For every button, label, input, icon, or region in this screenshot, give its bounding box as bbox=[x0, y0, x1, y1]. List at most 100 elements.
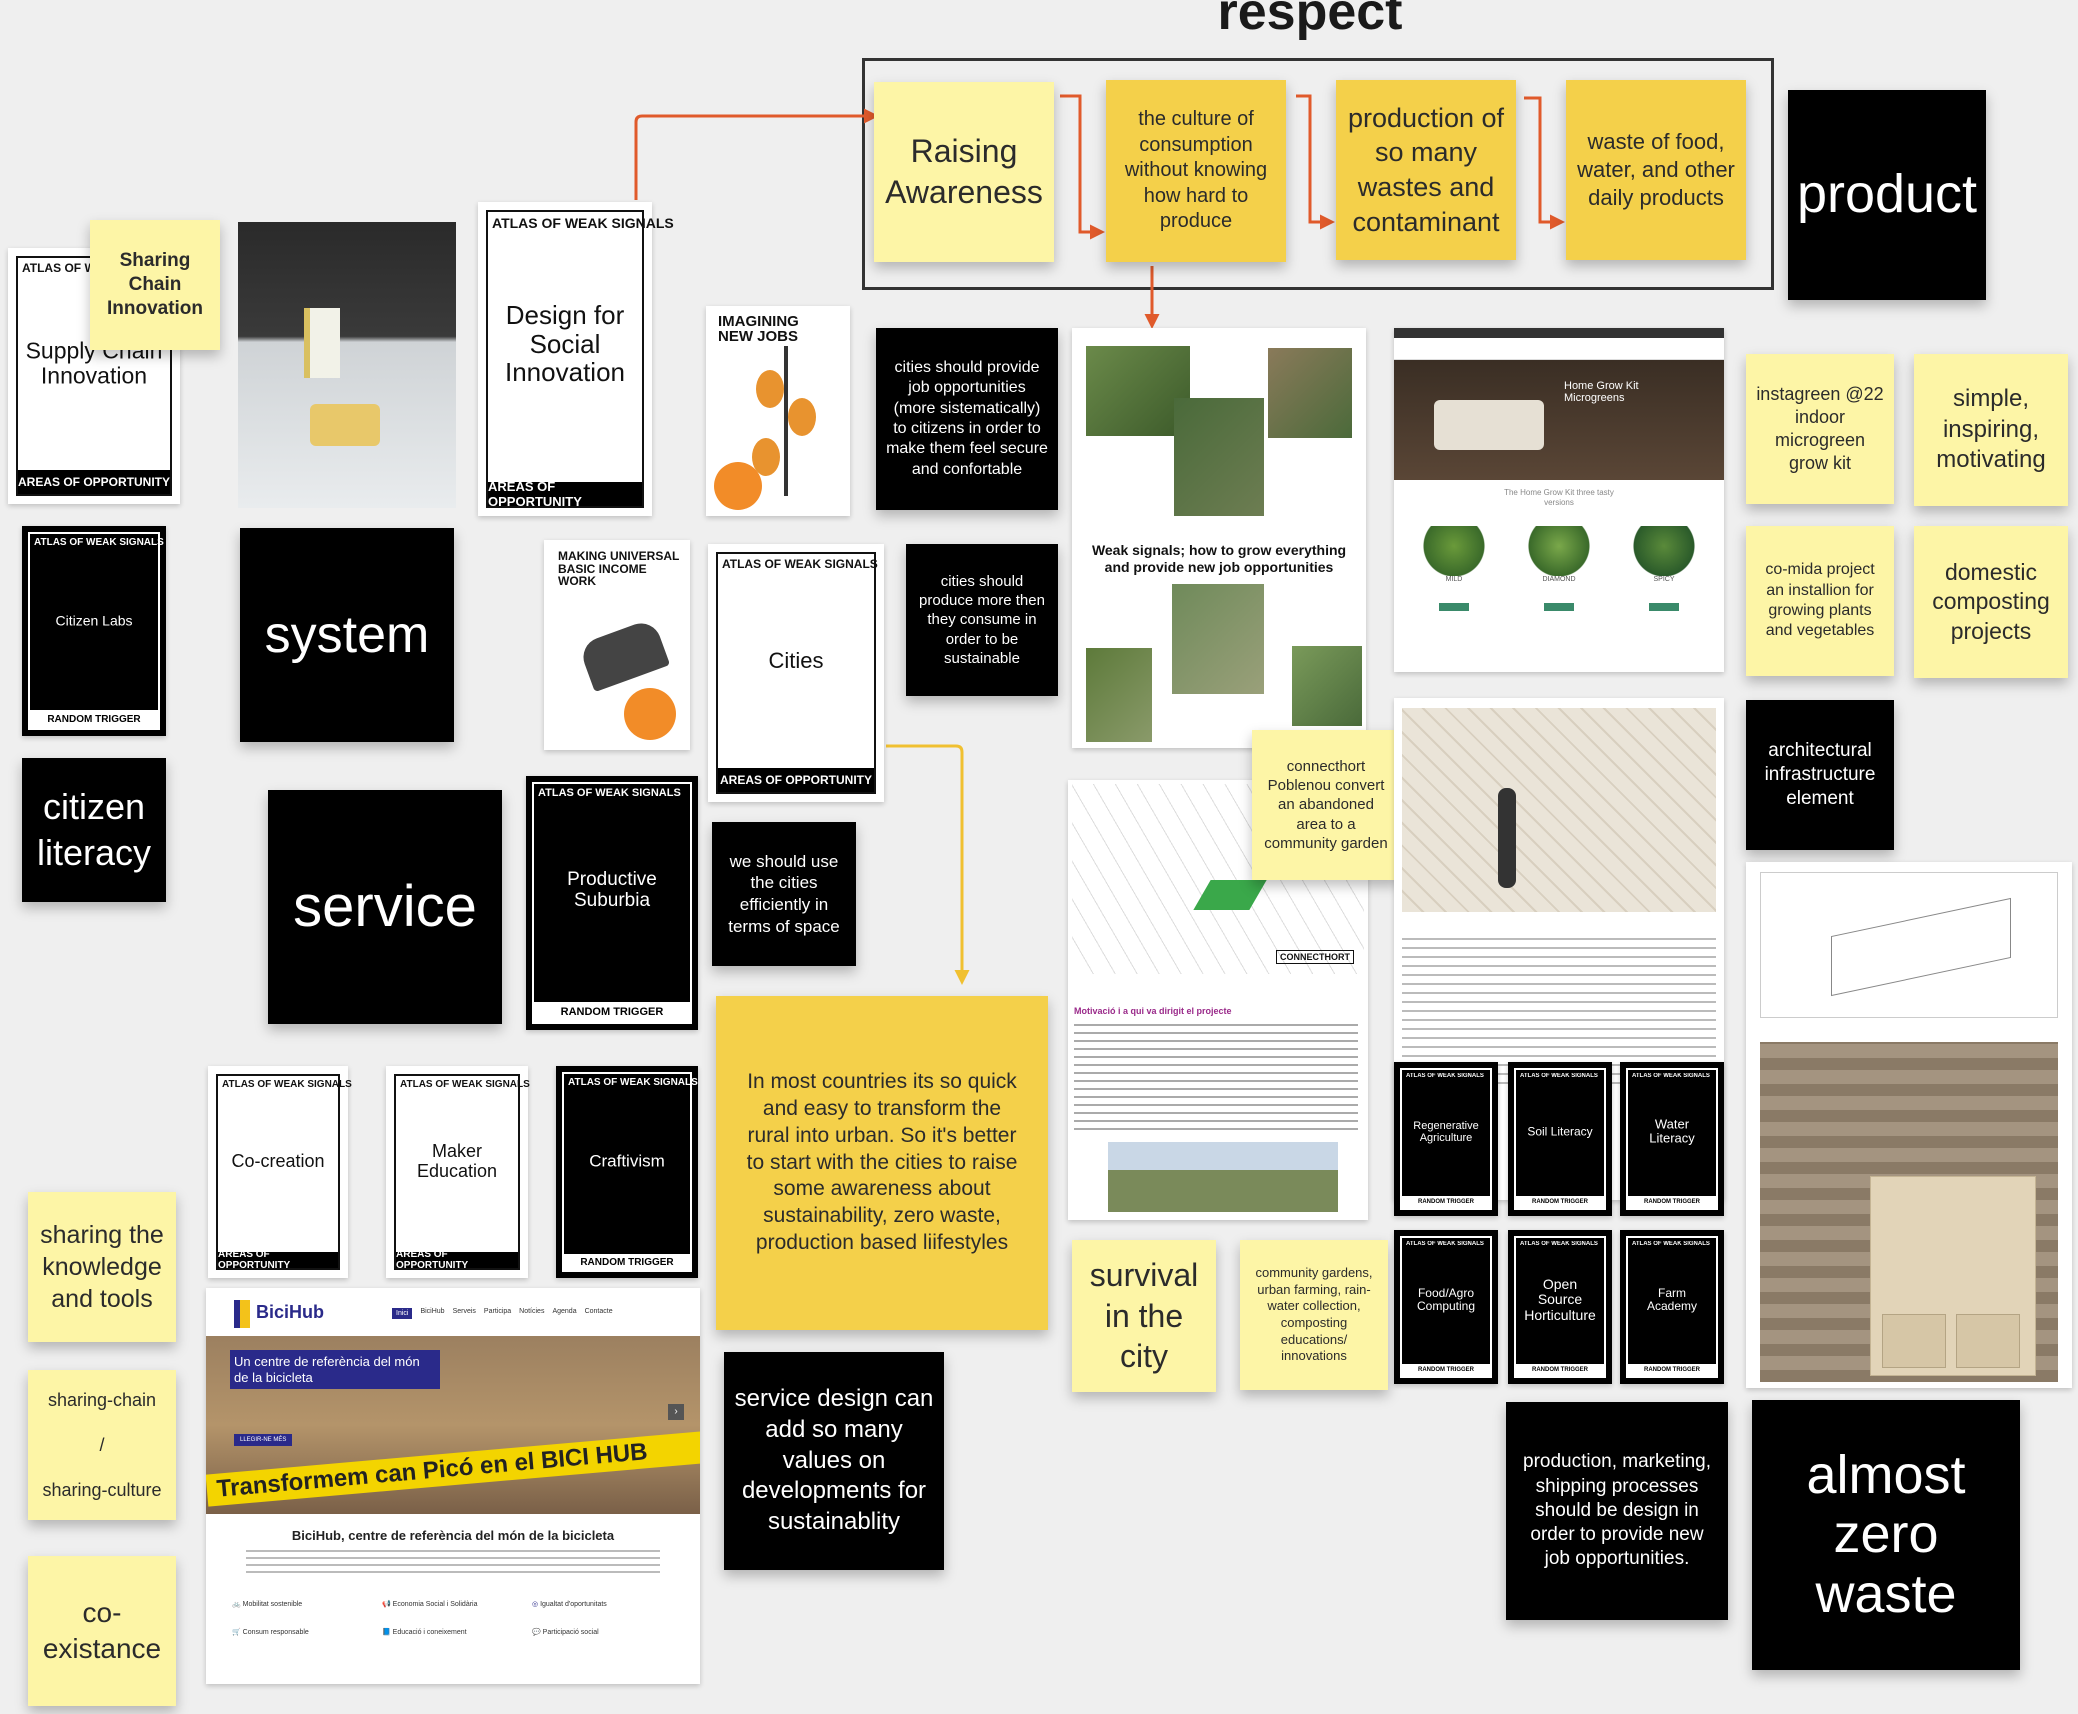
bicihub-website[interactable]: BiciHub Inici BiciHub Serveis Participa … bbox=[206, 1288, 700, 1684]
megaphone-icon: 📢 bbox=[382, 1601, 393, 1608]
nav-inici[interactable]: Inici bbox=[392, 1308, 413, 1319]
collage-weak-signals[interactable]: Weak signals; how to grow everything and… bbox=[1072, 328, 1366, 748]
sticky-composting[interactable]: domestic composting projects bbox=[1914, 526, 2068, 678]
card-regenerative-agriculture[interactable]: ATLAS OF WEAK SIGNALS Regenerative Agricu… bbox=[1394, 1062, 1498, 1216]
collage-photo-6 bbox=[1292, 646, 1362, 726]
instagreen-subtitle: The Home Grow Kit three tasty versions bbox=[1504, 488, 1614, 507]
card-citizen-labs[interactable]: ATLAS OF WEAK SIGNALS Citizen Labs RANDO… bbox=[22, 526, 166, 736]
sticky-service-design[interactable]: service design can add so many values on… bbox=[724, 1352, 944, 1570]
sticky-system[interactable]: system bbox=[240, 528, 454, 742]
connecthort-photo bbox=[1108, 1142, 1338, 1212]
poster-stand-shape bbox=[784, 346, 788, 496]
card-cities[interactable]: ATLAS OF WEAK SIGNALS Cities AREAS OF OP… bbox=[708, 544, 884, 802]
bicihub-read-more-button[interactable]: LLEGIR-NE MÉS bbox=[234, 1434, 293, 1446]
sticky-comida[interactable]: co-mida project an installion for growin… bbox=[1746, 526, 1894, 676]
card-maker-education[interactable]: ATLAS OF WEAK SIGNALS Maker Education AR… bbox=[386, 1066, 530, 1278]
nav-contacte[interactable]: Contacte bbox=[584, 1308, 613, 1315]
poster-imagining-title: IMAGINING NEW JOBS bbox=[718, 313, 799, 345]
poster-vase-3 bbox=[752, 438, 780, 476]
sticky-sharing-knowledge[interactable]: sharing the knowledge and tools bbox=[28, 1192, 176, 1342]
sticky-cities-produce[interactable]: cities should produce more then they con… bbox=[906, 544, 1058, 696]
sticky-instagreen[interactable]: instagreen @22 indoor microgreen grow ki… bbox=[1746, 354, 1894, 504]
sticky-cities-jobs[interactable]: cities should provide job opportunities … bbox=[876, 328, 1058, 510]
nav-noticies[interactable]: Notícies bbox=[519, 1308, 545, 1315]
card-farm-academy[interactable]: ATLAS OF WEAK SIGNALS Farm Academy RANDOM … bbox=[1620, 1230, 1724, 1384]
buy-button[interactable] bbox=[1649, 603, 1679, 611]
poster-ubi-badge bbox=[624, 688, 676, 740]
egg-box-shape bbox=[310, 404, 380, 446]
poster-badge bbox=[714, 462, 762, 510]
card-soil-literacy[interactable]: ATLAS OF WEAK SIGNALS Soil Literacy RANDOM… bbox=[1508, 1062, 1612, 1216]
sticky-coexistance[interactable]: co-existance bbox=[28, 1556, 176, 1706]
sticky-citizen-literacy[interactable]: citizen literacy bbox=[22, 758, 166, 902]
mailbox-shape bbox=[577, 617, 671, 693]
product-mild[interactable]: MILD bbox=[1414, 526, 1494, 611]
sticky-use-cities[interactable]: we should use the cities efficiently in … bbox=[712, 822, 856, 966]
collage-photo-4 bbox=[1172, 584, 1264, 694]
sticky-connecthort[interactable]: connecthort Poblenou convert an abandone… bbox=[1252, 730, 1400, 880]
product-spicy[interactable]: SPICY bbox=[1624, 526, 1704, 611]
bicihub-carousel-next[interactable]: › bbox=[668, 1404, 684, 1420]
product-diamond[interactable]: DIAMOND bbox=[1519, 526, 1599, 611]
feature-mobilitat[interactable]: 🚲 Mobilitat sostenible bbox=[232, 1601, 303, 1608]
feature-participacio[interactable]: 💬 Participació social bbox=[532, 1629, 599, 1636]
sticky-zero-waste[interactable]: almost zero waste bbox=[1752, 1400, 2020, 1670]
nav-participa[interactable]: Participa bbox=[483, 1308, 512, 1315]
sticky-community-gardens[interactable]: community gardens, urban farming, rain-w… bbox=[1240, 1240, 1388, 1390]
buy-button[interactable] bbox=[1544, 603, 1574, 611]
photo-alpro-carton[interactable] bbox=[238, 222, 456, 508]
card-co-creation[interactable]: ATLAS OF WEAK SIGNALS Co-creation AREAS … bbox=[208, 1066, 352, 1278]
sticky-sharing-chain-innovation[interactable]: Sharing Chain Innovation bbox=[90, 220, 220, 350]
card-design-social-innovation[interactable]: ATLAS OF WEAK SIGNALS Design for Social … bbox=[478, 202, 674, 516]
cabinet-drawer-1 bbox=[1882, 1314, 1946, 1368]
bicihub-features: 🚲 Mobilitat sostenible 📢 Economia Social… bbox=[232, 1600, 682, 1636]
poster-ubi-title: MAKING UNIVERSAL BASIC INCOME WORK bbox=[558, 549, 680, 589]
nav-agenda[interactable]: Agenda bbox=[552, 1308, 577, 1315]
sticky-simple[interactable]: simple, inspiring, motivating bbox=[1914, 354, 2068, 506]
furniture-photo bbox=[1760, 1042, 2058, 1382]
feature-consum[interactable]: 🛒 Consum responsable bbox=[232, 1629, 309, 1636]
sticky-survival[interactable]: survival in the city bbox=[1072, 1240, 1216, 1392]
card-craftivism[interactable]: ATLAS OF WEAK SIGNALS Craftivism RANDOM … bbox=[556, 1066, 698, 1278]
poster-vase-2 bbox=[788, 398, 816, 436]
poster-universal-basic-income[interactable]: MAKING UNIVERSAL BASIC INCOME WORK bbox=[544, 540, 690, 750]
instagreen-hero-text: Home Grow Kit Microgreens bbox=[1564, 380, 1639, 405]
bike-icon: 🚲 bbox=[232, 1601, 243, 1608]
furniture-sketch[interactable] bbox=[1746, 862, 2072, 1388]
flow-note-waste[interactable]: waste of food, water, and other daily pr… bbox=[1566, 80, 1746, 260]
bicihub-banner: Un centre de referència del món de la bi… bbox=[230, 1350, 440, 1390]
feature-economia[interactable]: 📢 Economia Social i Solidària bbox=[382, 1601, 478, 1608]
feature-igualtat[interactable]: ◎ Igualtat d'oportunitats bbox=[532, 1601, 607, 1608]
card-water-literacy[interactable]: ATLAS OF WEAK SIGNALS Water Literacy RANDO… bbox=[1620, 1062, 1724, 1216]
sticky-architectural[interactable]: architectural infrastructure element bbox=[1746, 700, 1894, 850]
card-food-agro-computing[interactable]: ATLAS OF WEAK SIGNALS Food/Agro Computing… bbox=[1394, 1230, 1498, 1384]
sticky-sharing-chain-culture[interactable]: sharing-chain / sharing-culture bbox=[28, 1370, 176, 1520]
card-productive-suburbia[interactable]: ATLAS OF WEAK SIGNALS Productive Suburbi… bbox=[526, 776, 698, 1030]
sticky-production-jobs[interactable]: production, marketing, shipping processe… bbox=[1506, 1402, 1728, 1620]
person-silhouette bbox=[1498, 788, 1516, 888]
sharing-chain-culture-text: sharing-chain / sharing-culture bbox=[42, 1389, 162, 1500]
sticky-product[interactable]: product bbox=[1788, 90, 1986, 300]
poster-imagining-new-jobs[interactable]: IMAGINING NEW JOBS bbox=[706, 306, 850, 516]
bicihub-logo[interactable]: BiciHub bbox=[256, 1302, 325, 1322]
sticky-service[interactable]: service bbox=[268, 790, 502, 1024]
connecthort-heading: Motivació i a qui va dirigit el projecte bbox=[1074, 1006, 1232, 1016]
nav-serveis[interactable]: Serveis bbox=[452, 1308, 476, 1315]
instagreen-website[interactable]: Home Grow Kit Microgreens The Home Grow … bbox=[1394, 328, 1724, 672]
collage-photo-3 bbox=[1268, 348, 1352, 438]
board-title: respect bbox=[1217, 0, 1403, 41]
bicihub-title: BiciHub, centre de referència del món de… bbox=[291, 1528, 615, 1543]
flow-note-raising[interactable]: Raising Awareness bbox=[874, 82, 1054, 262]
feature-educacio[interactable]: 📘 Educació i coneixement bbox=[382, 1629, 467, 1636]
garden-area bbox=[1193, 880, 1267, 910]
arrow-to-raising bbox=[634, 108, 879, 200]
sticky-rural-urban[interactable]: In most countries its so quick and easy … bbox=[716, 996, 1048, 1330]
buy-button[interactable] bbox=[1439, 603, 1469, 611]
bicihub-hero-image: Un centre de referència del món de la bi… bbox=[206, 1336, 700, 1514]
connecthort-text-lines bbox=[1074, 1024, 1358, 1134]
flow-note-culture[interactable]: the culture of consumption without knowi… bbox=[1106, 80, 1286, 262]
collage-photo-5 bbox=[1086, 648, 1152, 742]
nav-bicihub[interactable]: BiciHub bbox=[420, 1308, 445, 1315]
card-open-source-horticulture[interactable]: ATLAS OF WEAK SIGNALS Open Source Horticu… bbox=[1508, 1230, 1612, 1384]
flow-note-production[interactable]: production of so many wastes and contami… bbox=[1336, 80, 1516, 260]
